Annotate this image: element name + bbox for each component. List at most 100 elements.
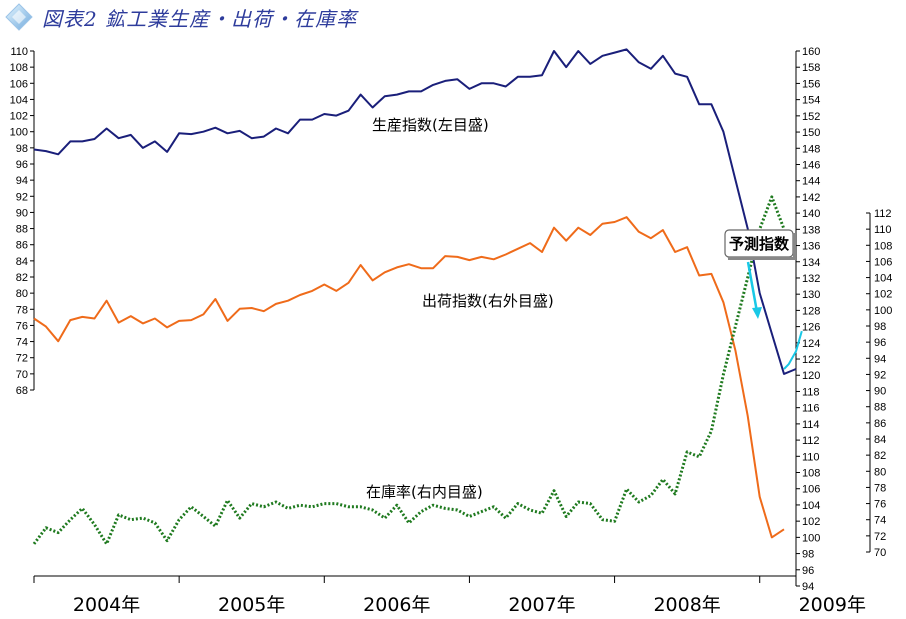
forecast-arrow-head xyxy=(752,307,762,319)
x-tick-label: 2008年 xyxy=(653,594,720,616)
right-inner-tick-label: 98 xyxy=(874,321,886,333)
right-outer-tick-label: 96 xyxy=(802,565,814,577)
right-outer-tick-label: 118 xyxy=(802,386,820,398)
right-inner-tick-label: 70 xyxy=(874,547,886,559)
right-inner-tick-label: 80 xyxy=(874,466,886,478)
right-inner-tick-label: 76 xyxy=(874,499,886,511)
right-outer-tick-label: 122 xyxy=(802,354,820,366)
right-inner-tick-label: 72 xyxy=(874,531,886,543)
right-outer-tick-label: 132 xyxy=(802,273,820,285)
right-inner-tick-label: 92 xyxy=(874,369,886,381)
right-outer-tick-label: 158 xyxy=(802,62,820,74)
right-outer-tick-label: 134 xyxy=(802,257,820,269)
x-tick-label: 2007年 xyxy=(508,594,575,616)
right-inner-tick-label: 96 xyxy=(874,337,886,349)
right-outer-tick-label: 156 xyxy=(802,78,820,90)
right-inner-tick-label: 102 xyxy=(874,289,892,301)
forecast-line xyxy=(783,330,803,370)
right-inner-tick-label: 110 xyxy=(874,224,892,236)
left-tick-label: 70 xyxy=(16,369,28,381)
left-tick-label: 68 xyxy=(16,385,28,397)
right-outer-tick-label: 108 xyxy=(802,468,820,480)
inventory-line xyxy=(32,195,786,546)
left-tick-label: 108 xyxy=(10,62,28,74)
x-tick-label: 2005年 xyxy=(218,594,285,616)
right-inner-tick-label: 106 xyxy=(874,256,892,268)
right-outer-tick-label: 146 xyxy=(802,159,820,171)
right-inner-tick-label: 78 xyxy=(874,482,886,494)
forecast-callout-shadow xyxy=(793,233,796,259)
left-tick-label: 72 xyxy=(16,353,28,365)
right-outer-tick-label: 102 xyxy=(802,516,820,528)
right-outer-tick-label: 130 xyxy=(802,289,820,301)
shipments-label: 出荷指数(右外目盛) xyxy=(422,292,554,310)
right-outer-tick-label: 128 xyxy=(802,305,820,317)
left-tick-label: 110 xyxy=(10,46,28,58)
forecast-arrow-shaft xyxy=(746,261,759,313)
left-tick-label: 74 xyxy=(16,337,28,349)
right-outer-tick-label: 98 xyxy=(802,549,814,561)
right-outer-tick-label: 148 xyxy=(802,143,820,155)
right-outer-tick-label: 120 xyxy=(802,370,820,382)
chart-title: 図表2 鉱工業生産・出荷・在庫率 xyxy=(42,7,358,31)
left-tick-label: 100 xyxy=(10,127,28,139)
inventory-label: 在庫率(右内目盛) xyxy=(366,483,483,501)
right-inner-tick-label: 112 xyxy=(874,208,892,220)
production-line xyxy=(33,48,797,375)
right-outer-tick-label: 150 xyxy=(802,127,820,139)
right-inner-tick-label: 108 xyxy=(874,240,892,252)
right-outer-tick-label: 136 xyxy=(802,241,820,253)
right-outer-tick-label: 124 xyxy=(802,338,820,350)
right-outer-tick-label: 152 xyxy=(802,111,820,123)
x-tick-label: 2009年 xyxy=(799,594,866,616)
left-tick-label: 80 xyxy=(16,288,28,300)
right-outer-tick-label: 142 xyxy=(802,192,820,204)
right-outer-tick-label: 144 xyxy=(802,176,820,188)
left-tick-label: 86 xyxy=(16,240,28,252)
right-inner-tick-label: 100 xyxy=(874,305,892,317)
right-inner-tick-label: 104 xyxy=(874,273,892,285)
left-tick-label: 92 xyxy=(16,191,28,203)
right-outer-tick-label: 116 xyxy=(802,403,820,415)
left-tick-label: 78 xyxy=(16,304,28,316)
right-outer-tick-label: 138 xyxy=(802,224,820,236)
right-inner-tick-label: 90 xyxy=(874,386,886,398)
left-tick-label: 106 xyxy=(10,78,28,90)
shipments-line xyxy=(33,216,785,539)
forecast-callout-shadow xyxy=(728,257,796,260)
x-tick-label: 2006年 xyxy=(363,594,430,616)
right-inner-tick-label: 88 xyxy=(874,402,886,414)
right-outer-tick-label: 112 xyxy=(802,435,820,447)
left-tick-label: 84 xyxy=(16,256,28,268)
left-tick-label: 90 xyxy=(16,207,28,219)
left-tick-label: 104 xyxy=(10,94,28,106)
left-tick-label: 98 xyxy=(16,143,28,155)
right-inner-tick-label: 94 xyxy=(874,353,886,365)
x-tick-label: 2004年 xyxy=(73,594,140,616)
diamond-icon xyxy=(5,3,33,31)
right-outer-tick-label: 126 xyxy=(802,322,820,334)
left-tick-label: 76 xyxy=(16,320,28,332)
right-outer-tick-label: 106 xyxy=(802,484,820,496)
right-inner-tick-label: 84 xyxy=(874,434,886,446)
left-tick-label: 82 xyxy=(16,272,28,284)
right-outer-tick-label: 160 xyxy=(802,46,820,58)
right-inner-tick-label: 86 xyxy=(874,418,886,430)
left-tick-label: 94 xyxy=(16,175,28,187)
production-label: 生産指数(左目盛) xyxy=(372,116,489,134)
right-outer-tick-label: 100 xyxy=(802,532,820,544)
right-outer-tick-label: 94 xyxy=(802,581,814,593)
right-inner-tick-label: 82 xyxy=(874,450,886,462)
left-tick-label: 88 xyxy=(16,224,28,236)
forecast-label: 予測指数 xyxy=(729,235,790,253)
right-outer-tick-label: 110 xyxy=(802,451,820,463)
right-outer-tick-label: 154 xyxy=(802,95,820,107)
right-inner-tick-label: 74 xyxy=(874,515,886,527)
right-outer-tick-label: 104 xyxy=(802,500,820,512)
left-tick-label: 102 xyxy=(10,111,28,123)
right-outer-tick-label: 140 xyxy=(802,208,820,220)
right-outer-tick-label: 114 xyxy=(802,419,820,431)
chart-header: 図表2 鉱工業生産・出荷・在庫率 xyxy=(0,0,906,34)
left-tick-label: 96 xyxy=(16,159,28,171)
